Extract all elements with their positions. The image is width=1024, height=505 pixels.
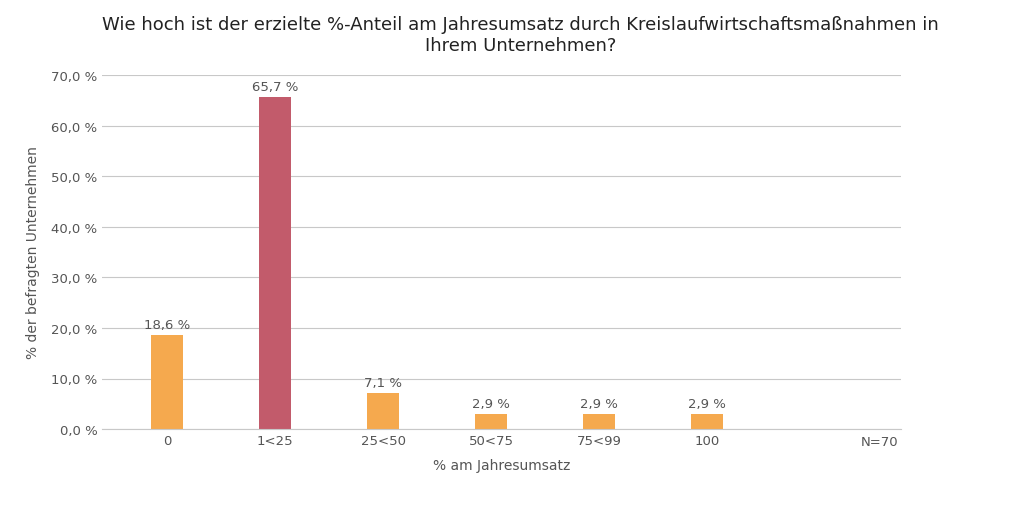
- Text: 18,6 %: 18,6 %: [144, 318, 190, 331]
- Y-axis label: % der befragten Unternehmen: % der befragten Unternehmen: [27, 146, 40, 359]
- Text: 2,9 %: 2,9 %: [580, 397, 617, 411]
- Text: 65,7 %: 65,7 %: [252, 80, 298, 93]
- X-axis label: % am Jahresumsatz: % am Jahresumsatz: [433, 458, 570, 472]
- Text: 2,9 %: 2,9 %: [688, 397, 726, 411]
- Text: N=70: N=70: [861, 435, 898, 448]
- Text: 2,9 %: 2,9 %: [472, 397, 510, 411]
- Bar: [583, 415, 615, 429]
- Bar: [690, 415, 723, 429]
- Bar: [259, 97, 291, 429]
- Bar: [151, 335, 183, 429]
- Text: 7,1 %: 7,1 %: [364, 376, 402, 389]
- Bar: [475, 415, 507, 429]
- Bar: [367, 393, 399, 429]
- Text: Wie hoch ist der erzielte %-Anteil am Jahresumsatz durch Kreislaufwirtschaftsmaß: Wie hoch ist der erzielte %-Anteil am Ja…: [102, 16, 939, 55]
